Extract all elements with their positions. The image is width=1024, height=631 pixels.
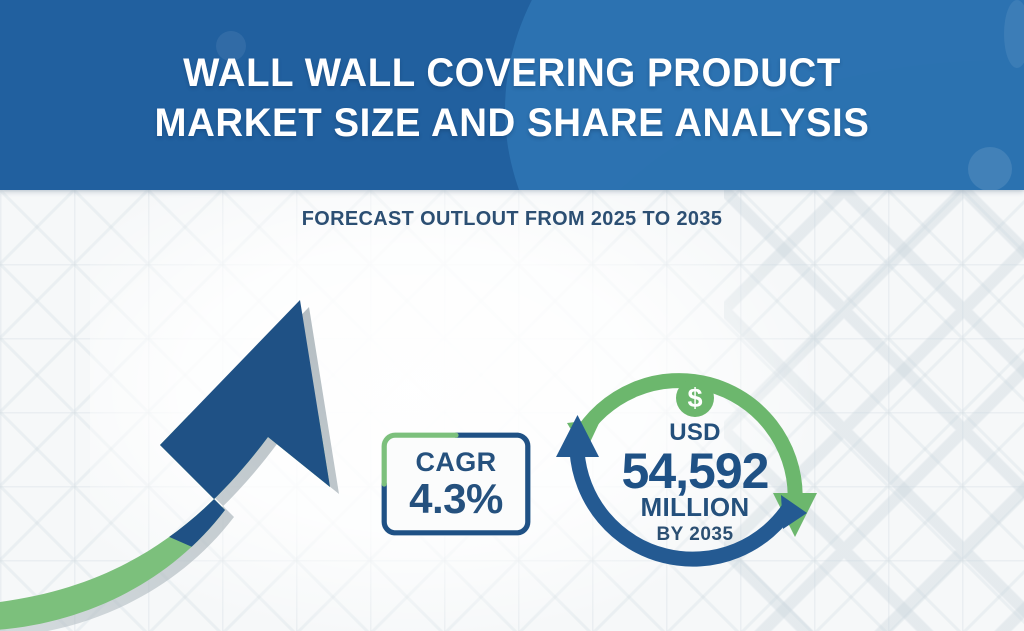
growth-arrow-blue-segment bbox=[0, 300, 330, 557]
header-decorative-dot bbox=[968, 147, 1012, 190]
upward-growth-arrow-icon bbox=[0, 295, 430, 631]
cagr-value: 4.3% bbox=[409, 474, 503, 522]
cagr-card: CAGR 4.3% bbox=[381, 432, 531, 536]
market-value-circle: $ USD 54,592 MILLION BY 2035 bbox=[545, 345, 845, 615]
cagr-label: CAGR bbox=[415, 446, 497, 477]
page-title-line-1: WALL WALL COVERING PRODUCT bbox=[183, 51, 841, 95]
header-banner: WALL WALL COVERING PRODUCT MARKET SIZE A… bbox=[0, 0, 1024, 190]
page-title-line-2: MARKET SIZE AND SHARE ANALYSIS bbox=[154, 101, 870, 146]
header-decorative-dot bbox=[216, 31, 246, 61]
page-title: WALL WALL COVERING PRODUCT MARKET SIZE A… bbox=[20, 0, 1003, 149]
cycle-arrow-blue bbox=[556, 415, 807, 567]
cagr-card-border bbox=[381, 432, 531, 536]
header-decorative-dot bbox=[1004, 0, 1024, 68]
cagr-text-group: CAGR 4.3% bbox=[381, 432, 531, 536]
forecast-subtitle: FORECAST OUTLOUT FROM 2025 TO 2035 bbox=[301, 207, 723, 230]
